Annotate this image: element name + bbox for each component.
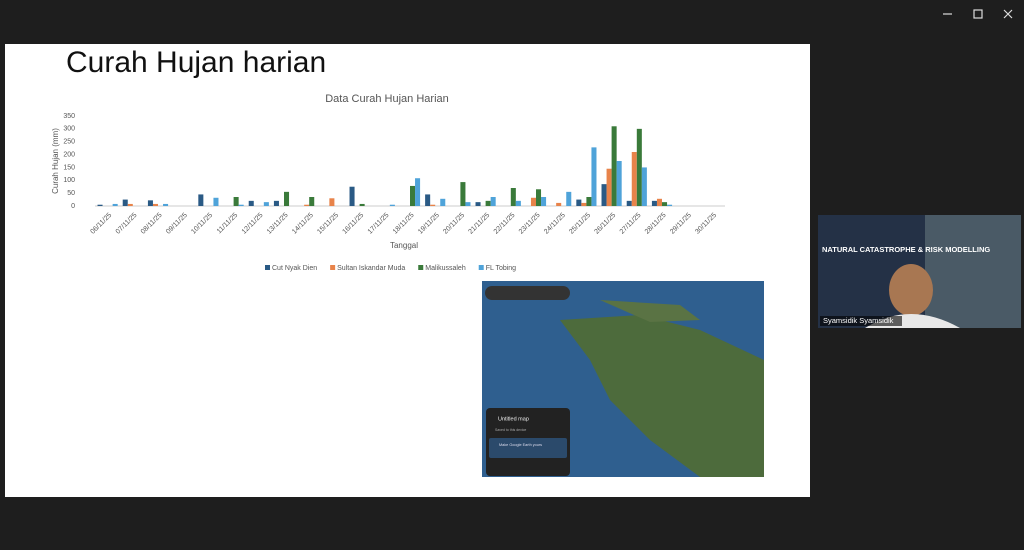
bar [576,199,582,206]
y-tick-label: 200 [63,151,75,158]
bar [616,161,622,206]
y-tick-label: 300 [63,126,75,133]
map-panel-title: Untitled map [498,416,529,422]
bar [626,200,632,206]
y-tick-label: 50 [67,190,75,197]
bar [263,202,269,206]
bar [349,186,355,206]
bar [147,200,153,206]
bar [465,202,471,206]
video-banner: NATURAL CATASTROPHE & RISK MODELLING [822,245,990,254]
close[interactable] [1003,9,1013,19]
bar [641,167,647,206]
bar [198,194,204,206]
bar [475,202,481,206]
y-tick-label: 100 [63,177,75,184]
map-panel-saved: Saved to this device [495,428,526,432]
x-axis-label: Tanggal [390,241,418,250]
bar [662,202,668,206]
bar [410,185,416,206]
bar [430,204,436,206]
bar [389,204,395,206]
bar [485,200,491,206]
legend-label: Cut Nyak Dien [272,265,317,272]
legend: Cut Nyak Dien Sultan Iskandar Muda Malikus… [265,265,516,272]
legend-swatch [418,265,424,270]
bar [460,182,466,206]
bar [213,197,219,206]
participant-video: NATURAL CATASTROPHE & RISK MODELLING Sya… [818,215,1021,328]
name-tag-bg [820,316,902,326]
bar [112,203,118,206]
bar [415,178,421,206]
y-tick-label: 0 [71,203,75,210]
bar [656,198,662,206]
bar [284,191,290,206]
bar [541,197,547,206]
bar [581,202,587,206]
bar [651,200,657,206]
promo-text: Make Google Earth yours [499,443,542,447]
y-tick-label: 150 [63,164,75,171]
promo-card [489,438,567,458]
video-bg [925,215,1021,328]
bar [631,152,637,206]
window-controls[interactable] [943,9,1013,19]
bar [591,147,597,206]
legend-label: Sultan Iskandar Muda [337,265,405,272]
bar [163,203,169,206]
legend-label: FL Tobing [486,265,516,272]
legend-swatch [265,265,270,270]
bar [636,128,642,206]
bar [329,198,335,206]
chart-title: Data Curah Hujan Harian [325,93,449,105]
y-tick-label: 250 [63,139,75,146]
bar [273,200,279,206]
legend-swatch [330,265,336,270]
bar [425,194,431,206]
bar [510,188,516,206]
search-bar[interactable] [485,286,570,300]
bar [601,184,607,206]
bar [490,197,496,206]
bar [304,204,310,206]
bar [611,126,617,206]
bar [566,191,572,206]
map-land [600,300,700,322]
legend-label: Malikussaleh [425,265,466,272]
bar [127,203,133,206]
bar [122,199,128,206]
bar [586,197,592,206]
slide-title: Curah Hujan harian [66,46,326,79]
legend-swatch [478,265,484,270]
bar [238,204,244,206]
restore[interactable] [973,9,983,19]
bar [152,203,158,206]
bar [515,200,521,206]
bar [309,197,315,206]
person [889,264,933,316]
bar [97,204,103,206]
participant-name: Syamsidik Syamsidik [823,316,894,325]
map-land [560,315,764,477]
bar [530,197,536,206]
y-axis-label: Curah Hujan (mm) [51,128,60,194]
bar [233,197,239,206]
bar [359,203,365,206]
bar [248,200,254,206]
bar [606,168,612,206]
map-view: Untitled map Saved to this device Make G… [482,281,764,477]
bar [440,198,446,206]
y-tick-label: 350 [63,113,75,120]
bar [536,189,542,206]
bar [556,202,562,206]
bar [667,204,673,206]
